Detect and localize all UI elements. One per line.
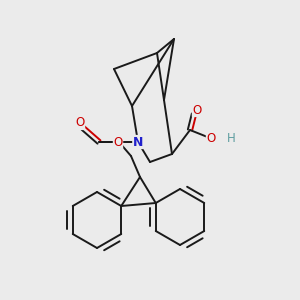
Text: O: O: [75, 116, 85, 130]
Text: O: O: [113, 136, 123, 148]
Text: N: N: [133, 136, 143, 148]
Text: O: O: [206, 131, 216, 145]
Text: O: O: [192, 103, 202, 116]
Text: H: H: [226, 131, 236, 145]
